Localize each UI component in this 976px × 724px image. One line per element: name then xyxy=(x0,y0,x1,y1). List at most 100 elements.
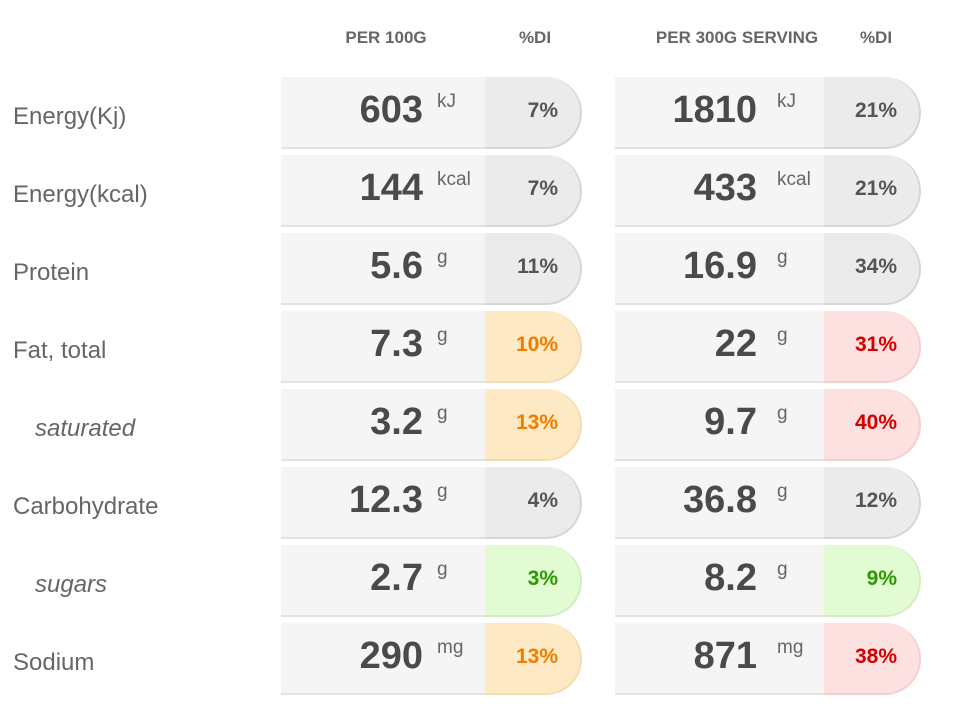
value-per-serving-cell: 16.9 g xyxy=(615,233,824,305)
di-per-100g: 7% xyxy=(527,99,558,122)
nutrient-row: sugars 2.7 g 3% 8.2 g 9% xyxy=(0,545,976,619)
nutrient-label: Sodium xyxy=(13,649,95,676)
nutrient-row: Energy(kcal) 144 kcal 7% 433 kcal 21% xyxy=(0,155,976,229)
di-per-serving: 12% xyxy=(854,489,897,512)
di-per-100g: 13% xyxy=(515,645,558,668)
unit-per-serving: kcal xyxy=(777,169,811,190)
unit-per-100g: g xyxy=(437,325,448,346)
nutrient-row: saturated 3.2 g 13% 9.7 g 40% xyxy=(0,389,976,463)
value-per-100g: 290 xyxy=(359,635,423,677)
value-per-serving-cell: 8.2 g xyxy=(615,545,824,617)
nutrient-label: Protein xyxy=(13,259,90,286)
di-per-100g-badge: 13% xyxy=(485,623,582,695)
value-per-100g: 5.6 xyxy=(370,245,423,287)
value-per-serving-cell: 22 g xyxy=(615,311,824,383)
di-per-100g-badge: 3% xyxy=(485,545,582,617)
di-per-serving-badge: 40% xyxy=(824,389,921,461)
di-per-100g: 3% xyxy=(527,567,558,590)
value-per-100g: 2.7 xyxy=(370,557,423,599)
nutrient-label: saturated xyxy=(35,415,136,442)
di-per-serving: 38% xyxy=(854,645,897,668)
di-per-100g-badge: 4% xyxy=(485,467,582,539)
unit-per-100g: g xyxy=(437,481,448,502)
nutrient-row: Protein 5.6 g 11% 16.9 g 34% xyxy=(0,233,976,307)
nutrient-row: Energy(Kj) 603 kJ 7% 1810 kJ 21% xyxy=(0,77,976,151)
di-per-serving-badge: 31% xyxy=(824,311,921,383)
value-per-100g-cell: 2.7 g xyxy=(281,545,485,617)
di-per-serving: 21% xyxy=(854,99,897,122)
nutrient-label: Carbohydrate xyxy=(13,493,159,520)
value-per-serving: 1810 xyxy=(672,89,757,131)
di-per-serving: 34% xyxy=(854,255,897,278)
nutrient-label: Energy(kcal) xyxy=(13,181,148,208)
value-per-100g: 7.3 xyxy=(370,323,423,365)
unit-per-serving: g xyxy=(777,481,788,502)
di-per-serving: 21% xyxy=(854,177,897,200)
value-per-serving: 433 xyxy=(693,167,757,209)
value-per-serving: 16.9 xyxy=(683,245,757,287)
di-per-serving: 9% xyxy=(866,567,897,590)
unit-per-100g: kJ xyxy=(437,91,456,112)
value-per-100g-cell: 290 mg xyxy=(281,623,485,695)
nutrient-row: Sodium 290 mg 13% 871 mg 38% xyxy=(0,623,976,697)
di-per-100g-badge: 7% xyxy=(485,155,582,227)
di-per-100g-badge: 13% xyxy=(485,389,582,461)
value-per-100g-cell: 603 kJ xyxy=(281,77,485,149)
value-per-100g-cell: 3.2 g xyxy=(281,389,485,461)
header-per-serving: PER 300G SERVING xyxy=(655,28,819,47)
di-per-serving-badge: 21% xyxy=(824,155,921,227)
value-per-serving-cell: 9.7 g xyxy=(615,389,824,461)
value-per-serving: 36.8 xyxy=(683,479,757,521)
di-per-100g: 4% xyxy=(527,489,558,512)
di-per-serving-badge: 34% xyxy=(824,233,921,305)
di-per-100g: 10% xyxy=(515,333,558,356)
value-per-serving-cell: 433 kcal xyxy=(615,155,824,227)
value-per-serving: 8.2 xyxy=(704,557,757,599)
value-per-100g-cell: 144 kcal xyxy=(281,155,485,227)
di-per-100g: 7% xyxy=(527,177,558,200)
unit-per-serving: g xyxy=(777,325,788,346)
value-per-serving: 871 xyxy=(693,635,757,677)
value-per-100g: 12.3 xyxy=(349,479,423,521)
value-per-serving-cell: 1810 kJ xyxy=(615,77,824,149)
di-per-serving: 31% xyxy=(854,333,897,356)
unit-per-serving: g xyxy=(777,403,788,424)
di-per-serving-badge: 12% xyxy=(824,467,921,539)
value-per-serving: 9.7 xyxy=(704,401,757,443)
di-per-serving-badge: 38% xyxy=(824,623,921,695)
value-per-serving-cell: 36.8 g xyxy=(615,467,824,539)
value-per-100g-cell: 5.6 g xyxy=(281,233,485,305)
unit-per-100g: g xyxy=(437,559,448,580)
value-per-100g-cell: 12.3 g xyxy=(281,467,485,539)
unit-per-serving: g xyxy=(777,559,788,580)
header-di-serving: %DI xyxy=(859,28,893,47)
header-di-100g: %DI xyxy=(518,28,552,47)
di-per-100g: 13% xyxy=(515,411,558,434)
value-per-serving-cell: 871 mg xyxy=(615,623,824,695)
unit-per-100g: g xyxy=(437,247,448,268)
value-per-100g: 144 xyxy=(359,167,423,209)
nutrient-row: Fat, total 7.3 g 10% 22 g 31% xyxy=(0,311,976,385)
nutrient-label: Energy(Kj) xyxy=(13,103,127,130)
unit-per-100g: mg xyxy=(437,637,464,658)
value-per-100g: 3.2 xyxy=(370,401,423,443)
nutrient-label: Fat, total xyxy=(13,337,107,364)
value-per-serving: 22 xyxy=(714,323,757,365)
value-per-100g: 603 xyxy=(359,89,423,131)
unit-per-serving: kJ xyxy=(777,91,796,112)
unit-per-100g: kcal xyxy=(437,169,471,190)
header-per-100g: PER 100G xyxy=(345,28,427,47)
value-per-100g-cell: 7.3 g xyxy=(281,311,485,383)
di-per-100g-badge: 7% xyxy=(485,77,582,149)
di-per-100g-badge: 11% xyxy=(485,233,582,305)
nutrient-label: sugars xyxy=(35,571,108,598)
nutrient-row: Carbohydrate 12.3 g 4% 36.8 g 12% xyxy=(0,467,976,541)
unit-per-serving: mg xyxy=(777,637,804,658)
di-per-100g-badge: 10% xyxy=(485,311,582,383)
di-per-serving-badge: 21% xyxy=(824,77,921,149)
di-per-serving-badge: 9% xyxy=(824,545,921,617)
unit-per-serving: g xyxy=(777,247,788,268)
di-per-serving: 40% xyxy=(854,411,897,434)
di-per-100g: 11% xyxy=(517,255,558,278)
unit-per-100g: g xyxy=(437,403,448,424)
